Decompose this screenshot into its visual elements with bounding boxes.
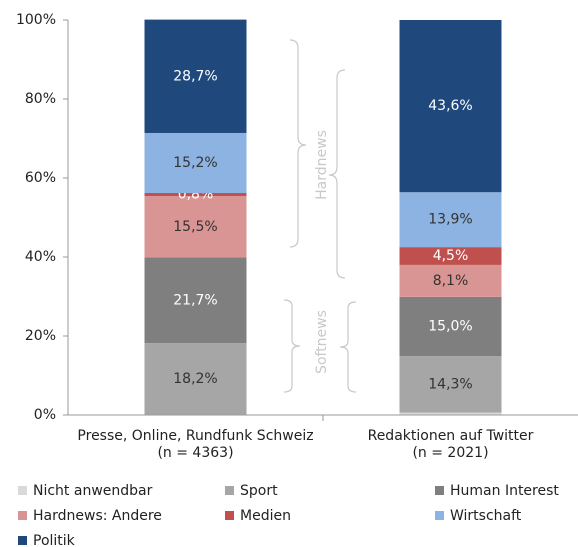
annotation: Softnews <box>314 310 330 374</box>
bar-segment <box>399 356 502 413</box>
legend-label: Politik <box>33 533 76 547</box>
hardnews-brace-left <box>289 39 307 248</box>
legend-swatch <box>435 486 444 495</box>
data-label: 14,3% <box>428 376 472 392</box>
legend-swatch <box>225 486 234 495</box>
legend-label: Sport <box>240 483 278 499</box>
x-tick-label: Redaktionen auf Twitter (n = 2021) <box>367 428 534 461</box>
bar-segment <box>144 193 247 197</box>
data-label: 13,9% <box>428 212 472 228</box>
legend-label: Hardnews: Andere <box>33 508 162 524</box>
bar-segment <box>144 257 247 344</box>
bar-segment <box>399 247 502 265</box>
y-tick-label: 20% <box>25 328 56 344</box>
legend-swatch <box>18 536 27 545</box>
bar-segment <box>399 296 502 357</box>
legend-label: Human Interest <box>450 483 559 499</box>
bar-segment <box>399 412 502 415</box>
y-tick-label: 0% <box>34 407 56 423</box>
x-tick-label: Presse, Online, Rundfunk Schweiz (n = 43… <box>77 428 314 461</box>
data-label: 4,5% <box>433 248 469 264</box>
y-tick-label: 80% <box>25 91 56 107</box>
legend-label: Medien <box>240 508 291 524</box>
data-label: 18,2% <box>173 371 217 387</box>
legend-label: Nicht anwendbar <box>33 483 153 499</box>
y-tick-label: 40% <box>25 249 56 265</box>
bar-segment <box>144 132 247 194</box>
bar-segment <box>399 20 502 193</box>
y-tick-label: 60% <box>25 170 56 186</box>
data-label: 21,7% <box>173 292 217 308</box>
bar-segment <box>144 19 247 133</box>
legend-label: Wirtschaft <box>450 508 522 524</box>
y-tick-label: 100% <box>16 12 56 28</box>
bar-segment <box>399 192 502 248</box>
data-label: 43,6% <box>428 98 472 114</box>
softnews-brace-right <box>339 301 357 393</box>
legend-swatch <box>18 486 27 495</box>
bar-segment <box>399 264 502 297</box>
data-label: 15,5% <box>173 219 217 235</box>
data-label: 15,0% <box>428 319 472 335</box>
data-label: 28,7% <box>173 68 217 84</box>
legend-swatch <box>435 511 444 520</box>
bar-segment <box>144 343 247 415</box>
data-label: 8,1% <box>433 273 469 289</box>
legend-swatch <box>225 511 234 520</box>
softnews-brace-left <box>283 299 301 393</box>
bar-segment <box>144 196 247 258</box>
hardnews-brace-right <box>328 69 346 279</box>
legend-swatch <box>18 511 27 520</box>
data-label: 15,2% <box>173 155 217 171</box>
annotation: Hardnews <box>314 130 330 200</box>
